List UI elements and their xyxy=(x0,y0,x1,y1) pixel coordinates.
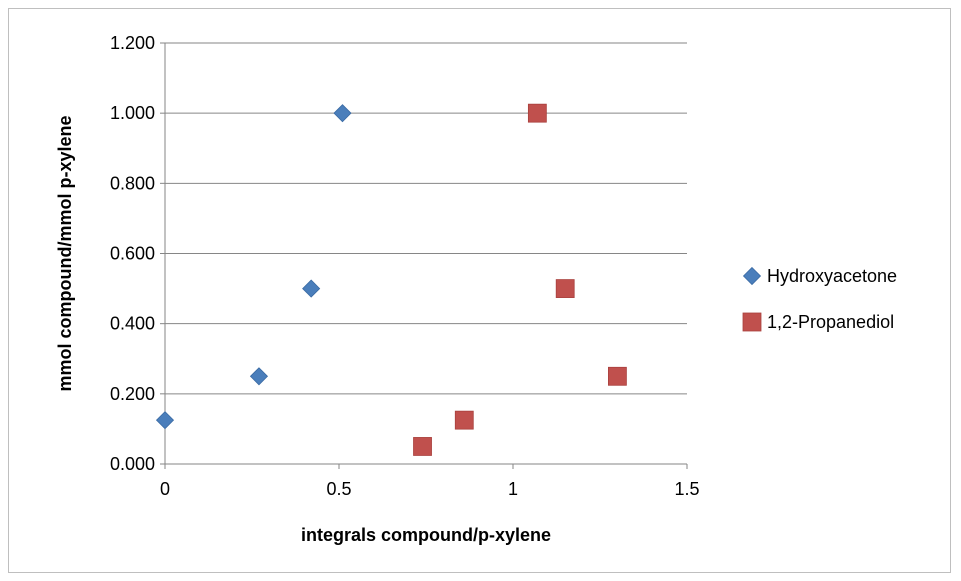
x-tick-label: 0 xyxy=(160,479,170,499)
hydroxyacetone-point xyxy=(249,367,269,386)
legend: Hydroxyacetone 1,2-Propanediol xyxy=(742,266,897,332)
propanediol-point xyxy=(527,103,547,123)
y-tick-label: 0.200 xyxy=(110,384,155,404)
tick-labels: 0.000 0.200 0.400 0.600 0.800 1.000 1.200 0 0.5 1… xyxy=(110,33,700,499)
legend-marker-hydroxyacetone xyxy=(742,266,762,286)
x-tick-label: 1.5 xyxy=(674,479,699,499)
y-tick-label: 0.400 xyxy=(110,314,155,334)
x-tick-label: 1 xyxy=(508,479,518,499)
y-tick-label: 1.200 xyxy=(110,33,155,53)
y-tick-label: 0.000 xyxy=(110,454,155,474)
hydroxyacetone-point xyxy=(155,411,175,430)
y-tick-label: 0.800 xyxy=(110,173,155,193)
y-tick-label: 1.000 xyxy=(110,103,155,123)
gridlines xyxy=(165,42,687,395)
propanediol-point xyxy=(413,437,432,456)
legend-item-hydroxyacetone: Hydroxyacetone xyxy=(742,266,897,286)
scatter-chart: 0.000 0.200 0.400 0.600 0.800 1.000 1.200 0 0.5 1… xyxy=(55,33,897,545)
propanediol-point xyxy=(608,366,627,386)
legend-label-propanediol: 1,2-Propanediol xyxy=(767,312,894,332)
y-tick-label: 0.600 xyxy=(110,244,155,264)
x-axis-title: integrals compound/p-xylene xyxy=(301,525,551,545)
y-axis-title: mmol compound/mmol p-xylene xyxy=(55,115,75,391)
propanediol-point xyxy=(454,410,474,430)
x-tick-label: 0.5 xyxy=(326,479,351,499)
propanediol-point xyxy=(555,279,575,298)
hydroxyacetone-point xyxy=(333,104,352,123)
axes xyxy=(160,42,688,469)
diamond-marker-icon xyxy=(742,266,762,286)
legend-marker-propanediol xyxy=(742,312,762,332)
hydroxyacetone-point xyxy=(302,279,321,298)
legend-label-hydroxyacetone: Hydroxyacetone xyxy=(767,266,897,286)
data-points xyxy=(155,103,627,456)
square-marker-icon xyxy=(742,312,762,332)
chart-area: 0.000 0.200 0.400 0.600 0.800 1.000 1.200 0 0.5 1… xyxy=(8,8,951,573)
legend-item-propanediol: 1,2-Propanediol xyxy=(742,312,894,332)
